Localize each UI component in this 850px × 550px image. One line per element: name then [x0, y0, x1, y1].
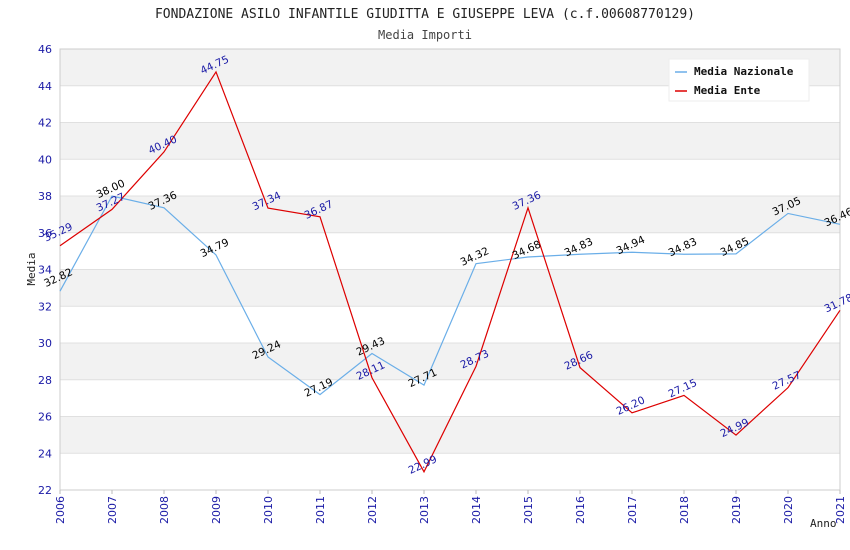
- x-tick-label: 2014: [470, 496, 483, 524]
- x-tick-label: 2013: [418, 496, 431, 524]
- y-tick-label: 24: [38, 447, 52, 460]
- y-tick-label: 36: [38, 227, 52, 240]
- legend: Media Nazionale Media Ente: [668, 58, 810, 102]
- x-tick-label: 2021: [834, 496, 847, 524]
- data-label: 34.83: [667, 236, 699, 260]
- plot-area: [59, 48, 841, 491]
- x-tick-label: 2015: [522, 496, 535, 524]
- legend-entry-media-nazionale: Media Nazionale: [694, 65, 794, 78]
- data-label: 27.15: [667, 377, 699, 401]
- chart-title: FONDAZIONE ASILO INFANTILE GIUDITTA E GI…: [155, 7, 695, 22]
- x-tick-label: 2011: [314, 496, 327, 524]
- data-label: 34.79: [199, 236, 231, 260]
- x-tick-label: 2017: [626, 496, 639, 524]
- y-axis-label: Media: [25, 252, 38, 285]
- x-tick-label: 2009: [210, 496, 223, 524]
- data-label: 35.29: [42, 221, 74, 245]
- y-tick-label: 30: [38, 337, 52, 350]
- y-axis-ticks: 22 24 26 28 30 32 34 36 38 40 42 44 46: [38, 43, 52, 497]
- y-tick-label: 32: [38, 300, 52, 313]
- data-label: 26.20: [615, 394, 647, 418]
- x-tick-label: 2016: [574, 496, 587, 524]
- x-tick-label: 2007: [106, 496, 119, 524]
- data-label: 34.83: [563, 236, 595, 260]
- y-tick-label: 40: [38, 153, 52, 166]
- y-tick-label: 38: [38, 190, 52, 203]
- series-line-media-ente: [59, 70, 841, 474]
- y-tick-label: 26: [38, 411, 52, 424]
- y-tick-label: 28: [38, 374, 52, 387]
- x-axis-ticks: 2006 2007 2008 2009 2010 2011 2012 2013 2014 2015…: [54, 490, 847, 524]
- x-tick-label: 2010: [262, 496, 275, 524]
- legend-entry-media-ente: Media Ente: [694, 84, 761, 97]
- y-tick-label: 34: [38, 264, 52, 277]
- grid-band: [60, 196, 840, 233]
- legend-box: [668, 58, 810, 102]
- grid-band: [60, 122, 840, 160]
- data-label: 34.85: [719, 235, 751, 259]
- y-tick-label: 44: [38, 80, 52, 93]
- x-tick-label: 2008: [158, 496, 171, 524]
- x-tick-label: 2012: [366, 496, 379, 524]
- series-lines: [59, 70, 841, 474]
- data-label: 22.99: [407, 453, 439, 477]
- x-tick-label: 2019: [730, 496, 743, 524]
- y-tick-label: 46: [38, 43, 52, 56]
- y-tick-label: 42: [38, 117, 52, 130]
- data-label: 34.94: [615, 234, 648, 258]
- series-line-media-nazionale: [59, 195, 841, 396]
- data-label: 34.68: [511, 238, 543, 262]
- grid-band: [60, 343, 840, 380]
- x-tick-label: 2020: [782, 496, 795, 524]
- x-axis-label: Anno: [810, 517, 837, 530]
- x-tick-label: 2006: [54, 496, 67, 524]
- grid-band: [60, 416, 840, 454]
- y-tick-label: 22: [38, 484, 52, 497]
- chart-subtitle: Media Importi: [378, 28, 472, 42]
- x-tick-label: 2018: [678, 496, 691, 524]
- grid-band: [60, 269, 840, 307]
